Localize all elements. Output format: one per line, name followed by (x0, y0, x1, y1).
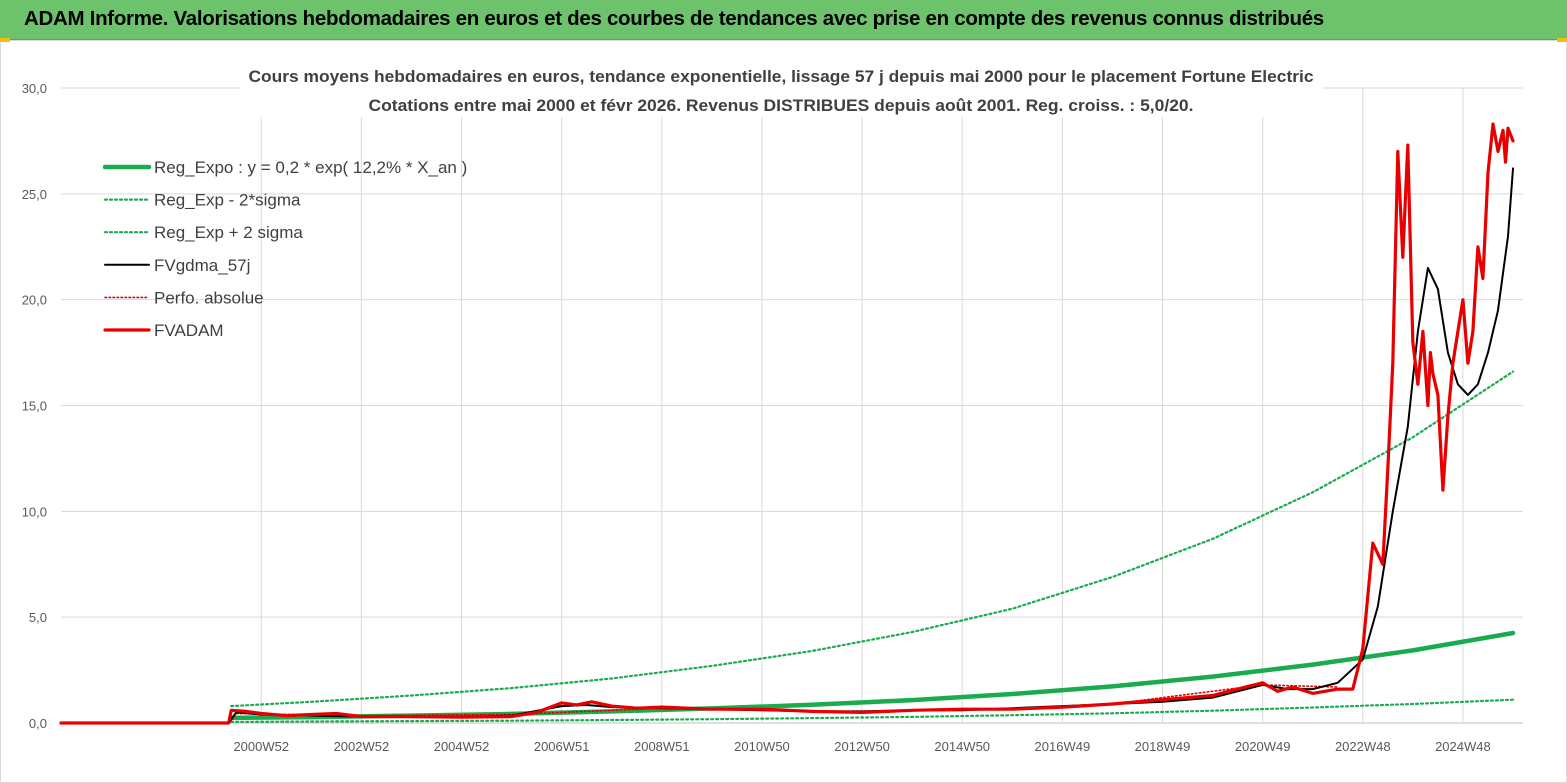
y-tick-label: 20,0 (22, 293, 47, 308)
corner-mark-left (0, 38, 10, 42)
x-tick-label: 2018W49 (1135, 739, 1191, 754)
series-line-5 (59, 122, 1515, 725)
y-tick-label: 5,0 (29, 610, 47, 625)
legend-label: FVADAM (154, 321, 224, 340)
y-tick-label: 15,0 (22, 399, 47, 414)
y-tick-label: 0,0 (29, 716, 47, 731)
x-tick-label: 2012W50 (834, 739, 890, 754)
series-line-3 (60, 167, 1514, 724)
x-tick-label: 2014W50 (934, 739, 990, 754)
y-tick-label: 25,0 (22, 187, 47, 202)
legend-label: Reg_Exp - 2*sigma (154, 191, 301, 210)
x-tick-label: 2022W48 (1335, 739, 1391, 754)
title-backdrop (241, 61, 1323, 117)
series-line-1 (230, 698, 1515, 723)
x-tick-label: 2006W51 (534, 739, 590, 754)
chart: 0,0 5,0 10,0 15,0 20,0 25,0 30,0 2000W52 2002W52… (22, 61, 1523, 754)
legend-label: FVgdma_57j (154, 256, 250, 275)
x-tick-label: 2010W50 (734, 739, 790, 754)
legend-label: Reg_Expo : y = 0,2 * exp( 12,2% * X_an ) (154, 158, 467, 177)
chart-title-line1: Cours moyens hebdomadaires en euros, ten… (249, 68, 1314, 86)
header-banner: ADAM Informe. Valorisations hebdomadaire… (0, 0, 1567, 40)
series-line-2 (230, 370, 1515, 708)
x-tick-label: 2008W51 (634, 739, 690, 754)
y-tick-label: 30,0 (22, 81, 47, 96)
legend-label: Reg_Exp + 2 sigma (154, 223, 303, 242)
x-tick-label: 2024W48 (1435, 739, 1491, 754)
page-title: ADAM Informe. Valorisations hebdomadaire… (24, 7, 1324, 30)
chart-title-line2: Cotations entre mai 2000 et févr 2026. R… (369, 97, 1194, 115)
x-tick-label: 2002W52 (334, 739, 390, 754)
chart-frame: 0,0 5,0 10,0 15,0 20,0 25,0 30,0 2000W52 2002W52… (0, 40, 1567, 783)
corner-mark-right (1557, 38, 1567, 42)
x-tick-label: 2004W52 (434, 739, 490, 754)
series-line-0 (228, 630, 1516, 721)
x-tick-label: 2000W52 (233, 739, 289, 754)
y-tick-label: 10,0 (22, 504, 47, 519)
x-tick-label: 2016W49 (1035, 739, 1091, 754)
x-tick-label: 2020W49 (1235, 739, 1291, 754)
legend-label: Perfo. absolue (154, 288, 264, 307)
